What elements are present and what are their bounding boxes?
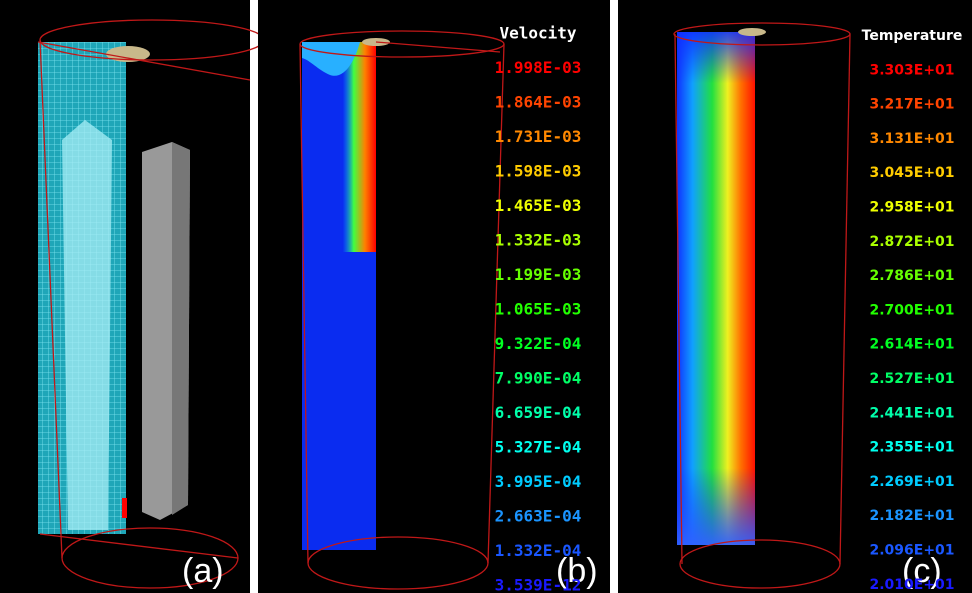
legend-entry: 5.327E-04 [495, 438, 582, 457]
panel-label: (b) [556, 552, 598, 590]
legend-entry: 6.659E-04 [495, 403, 582, 422]
legend-entry: 3.539E-12 [495, 576, 582, 593]
legend-entry: 2.663E-04 [495, 507, 582, 526]
legend-entry: 7.990E-04 [495, 369, 582, 388]
cylinder [299, 30, 505, 590]
background [618, 0, 972, 593]
legend-entry: 2.786E+01 [869, 268, 954, 284]
legend-entry: 1.465E-03 [495, 196, 582, 215]
legend-entry: 1.598E-03 [495, 162, 582, 181]
prism-side [172, 142, 190, 515]
legend-entry: 3.217E+01 [869, 97, 954, 113]
legend-entry: 2.527E+01 [869, 371, 954, 387]
legend-entry: 1.332E-04 [495, 541, 582, 560]
legend-entry: 1.065E-03 [495, 300, 582, 319]
legend-entry: 1.332E-03 [495, 231, 582, 250]
legend-entry: 3.131E+01 [869, 131, 954, 147]
legend-entry: 3.303E+01 [869, 62, 954, 78]
legend-entry: 3.995E-04 [495, 472, 582, 491]
panel-b: (b) [258, 0, 610, 593]
legend-entry: 1.731E-03 [495, 127, 582, 146]
legend-entry: 2.269E+01 [869, 474, 954, 490]
legend-entry: 1.199E-03 [495, 265, 582, 284]
legend-entry: 1.864E-03 [495, 93, 582, 112]
prism [62, 120, 112, 530]
legend-entry: 2.010E+01 [869, 577, 954, 593]
legend-title: Temperature [862, 28, 963, 44]
legend-entry: 2.441E+01 [869, 405, 954, 421]
field-top [302, 42, 360, 76]
panel-label: (a) [182, 552, 224, 590]
legend-entry: 2.182E+01 [869, 508, 954, 524]
panel-label: (c) [902, 552, 942, 590]
axis-icon [122, 498, 127, 518]
cylinder [673, 22, 851, 589]
legend-entry: 2.614E+01 [869, 337, 954, 353]
panel-a: (a) [0, 0, 265, 593]
legend-entry: 2.355E+01 [869, 440, 954, 456]
legend-entry: 2.096E+01 [869, 543, 954, 559]
legend-entry: 2.700E+01 [869, 302, 954, 318]
legend-entry: 9.322E-04 [495, 334, 582, 353]
legend-entry: 3.045E+01 [869, 165, 954, 181]
legend-entry: 2.958E+01 [869, 200, 954, 216]
legend-entry: 1.998E-03 [495, 58, 582, 77]
legend-entry: 2.872E+01 [869, 234, 954, 250]
inlet [106, 46, 150, 62]
panel-c: (c) [618, 0, 972, 593]
inlet [738, 28, 766, 36]
field-shade [677, 32, 755, 545]
field-jet [302, 42, 376, 252]
legend-title: Velocity [499, 24, 576, 43]
